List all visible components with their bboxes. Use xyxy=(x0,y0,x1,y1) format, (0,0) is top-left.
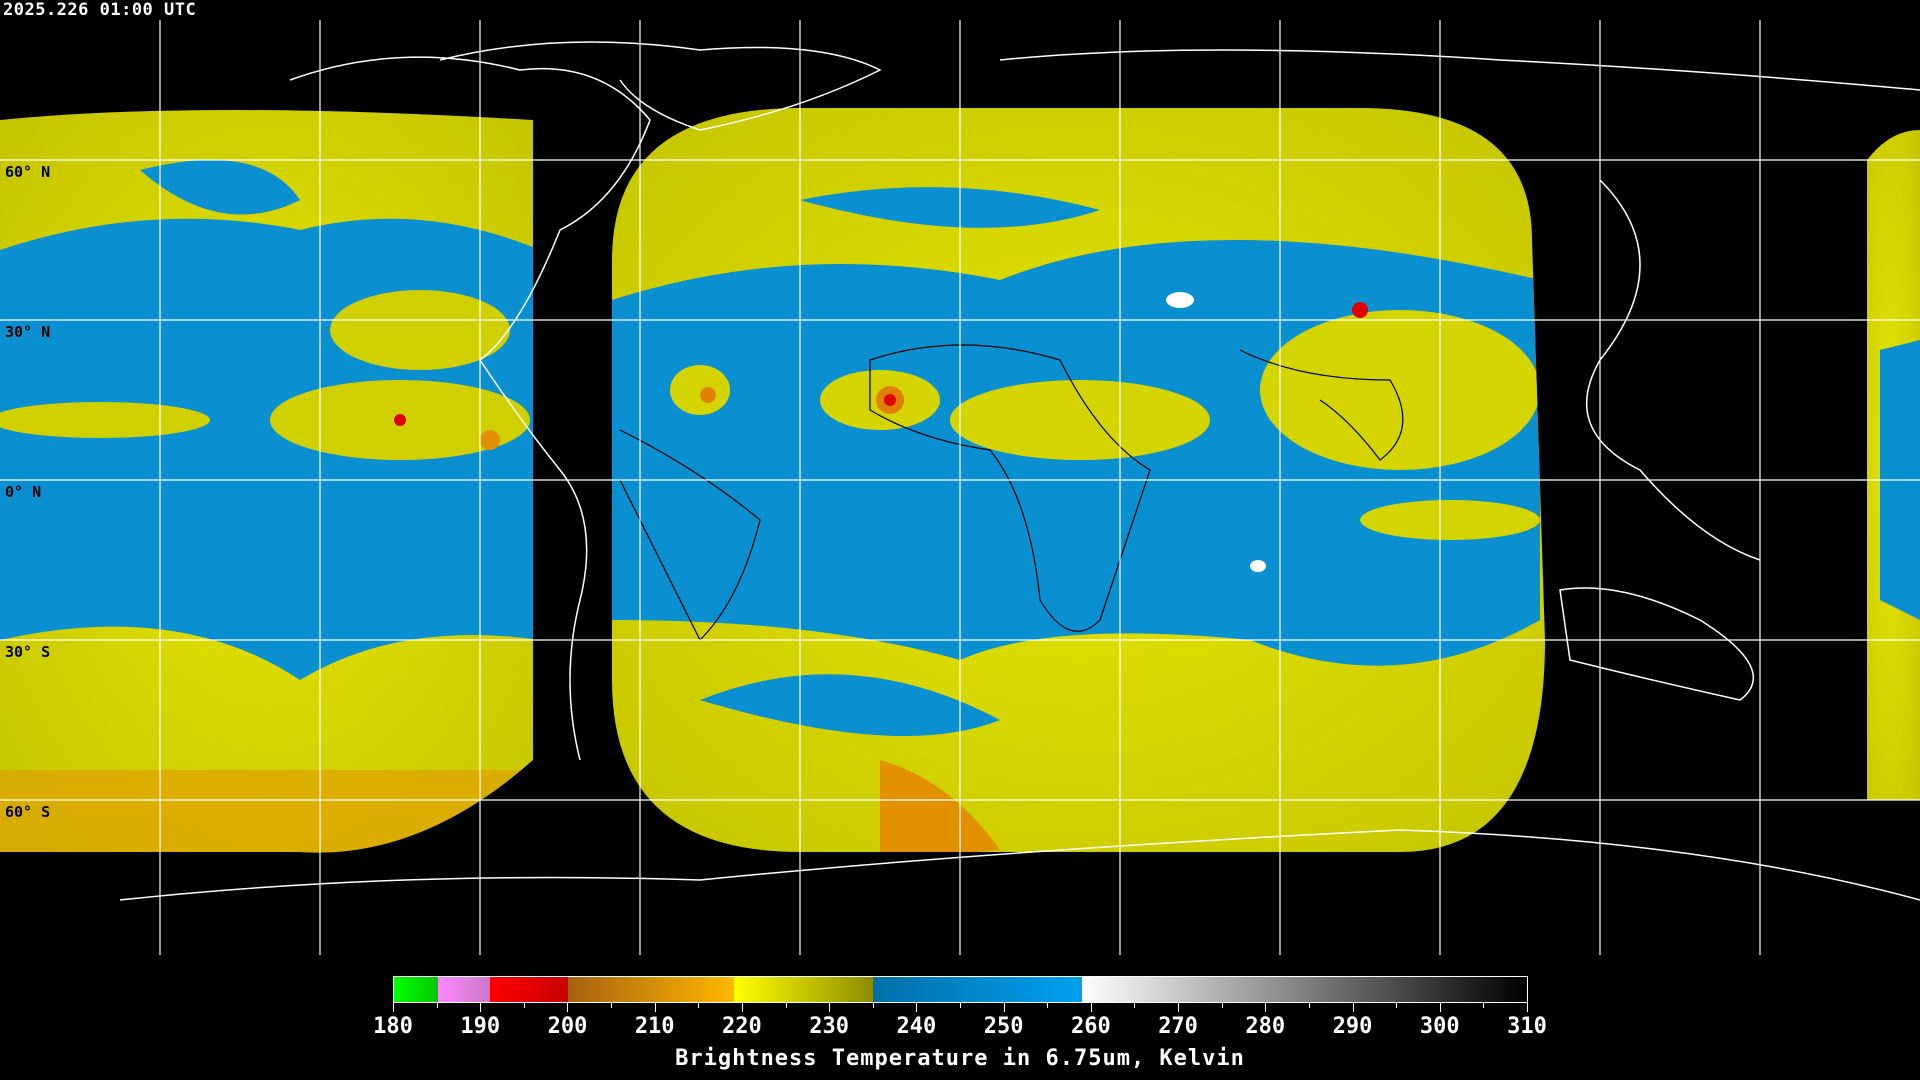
lat-label-30s: 30° S xyxy=(5,643,51,661)
colorbar-tick-label: 290 xyxy=(1332,1014,1373,1039)
colorbar-tick-label: 210 xyxy=(634,1014,675,1039)
colorbar-tick xyxy=(1308,1003,1310,1008)
colorbar-segment xyxy=(437,977,490,1002)
colorbar-tick xyxy=(916,1003,918,1012)
colorbar-tick xyxy=(523,1003,525,1008)
colorbar-tick xyxy=(1265,1003,1267,1012)
colorbar-tick xyxy=(480,1003,482,1012)
colorbar-tick xyxy=(1439,1003,1441,1012)
colorbar-tick xyxy=(741,1003,743,1012)
colorbar-tick-label: 280 xyxy=(1245,1014,1286,1039)
colorbar-tick xyxy=(1352,1003,1354,1012)
colorbar-tick xyxy=(567,1003,569,1012)
colorbar-title: Brightness Temperature in 6.75um, Kelvin xyxy=(675,1046,1245,1071)
timestamp: 2025.226 01:00 UTC xyxy=(3,0,197,20)
imagery-east xyxy=(1867,130,1920,800)
colorbar-tick xyxy=(1527,1003,1528,1012)
colorbar-tick xyxy=(698,1003,700,1008)
lat-label-30n: 30° N xyxy=(5,323,51,341)
colorbar-tick-label: 220 xyxy=(722,1014,762,1039)
colorbar-tick-label: 270 xyxy=(1158,1014,1198,1039)
colorbar-tick xyxy=(1047,1003,1049,1008)
colorbar-tick xyxy=(654,1003,656,1012)
colorbar-tick xyxy=(1483,1003,1485,1008)
colorbar-tick xyxy=(960,1003,961,1008)
colorbar-segment xyxy=(873,977,1083,1002)
colorbar-tick-label: 310 xyxy=(1507,1014,1547,1039)
colorbar-tick xyxy=(1396,1003,1398,1008)
lat-lon-grid xyxy=(0,20,1920,955)
colorbar-tick xyxy=(1221,1003,1223,1008)
lat-label-60n: 60° N xyxy=(5,163,51,181)
satellite-map xyxy=(0,20,1920,955)
colorbar-tick-label: 180 xyxy=(373,1014,413,1039)
colorbar-tick xyxy=(611,1003,613,1008)
coastlines xyxy=(119,41,1920,901)
colorbar-tick-label: 300 xyxy=(1419,1014,1460,1039)
colorbar-tick xyxy=(872,1003,874,1008)
colorbar-tick xyxy=(393,1003,394,1012)
colorbar-segment xyxy=(568,977,734,1002)
lat-label-60s: 60° S xyxy=(5,803,51,821)
colorbar-tick xyxy=(1134,1003,1136,1008)
colorbar-tick-label: 190 xyxy=(460,1014,501,1039)
imagery-west xyxy=(0,110,533,853)
lat-label-0n: 0° N xyxy=(5,483,42,501)
colorbar-tick-label: 250 xyxy=(983,1014,1024,1039)
colorbar-tick-label: 260 xyxy=(1070,1014,1111,1039)
colorbar-tick xyxy=(1090,1003,1092,1012)
colorbar-tick xyxy=(829,1003,831,1012)
imagery-central xyxy=(612,108,1545,852)
colorbar-tick-label: 240 xyxy=(896,1014,937,1039)
colorbar-segment xyxy=(733,977,874,1002)
colorbar-segment xyxy=(489,977,569,1002)
colorbar-tick xyxy=(1178,1003,1180,1012)
colorbar-tick-label: 230 xyxy=(809,1014,850,1039)
colorbar-tick xyxy=(785,1003,787,1008)
colorbar-tick xyxy=(1003,1003,1005,1012)
colorbar-tick xyxy=(436,1003,438,1008)
coastlines-inner xyxy=(619,344,1404,642)
colorbar-segment xyxy=(394,977,438,1002)
colorbar-segment xyxy=(1082,977,1527,1002)
colorbar xyxy=(393,976,1528,1003)
colorbar-tick-label: 200 xyxy=(547,1014,588,1039)
